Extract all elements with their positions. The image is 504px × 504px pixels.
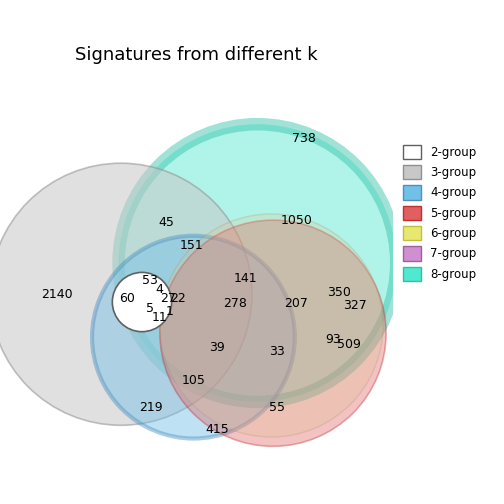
Text: 33: 33 [269,345,285,358]
Text: 1050: 1050 [280,214,312,227]
Text: 207: 207 [284,297,308,310]
Legend: 2-group, 3-group, 4-group, 5-group, 6-group, 7-group, 8-group: 2-group, 3-group, 4-group, 5-group, 6-gr… [403,145,476,281]
Circle shape [118,124,396,402]
Circle shape [112,272,171,332]
Circle shape [160,214,383,437]
Title: Signatures from different k: Signatures from different k [75,46,318,64]
Text: 93: 93 [325,333,341,346]
Text: 27: 27 [160,292,175,305]
Text: 11: 11 [151,311,167,324]
Text: 105: 105 [181,373,205,387]
Text: 151: 151 [179,239,203,253]
Text: 53: 53 [142,274,158,287]
Text: 327: 327 [343,299,367,312]
Text: 55: 55 [269,401,285,414]
Text: 415: 415 [205,423,229,436]
Text: 5: 5 [146,302,154,315]
Circle shape [160,220,386,447]
Text: 509: 509 [337,339,360,351]
Text: 219: 219 [139,401,162,414]
Circle shape [0,163,252,425]
Text: 39: 39 [209,341,225,354]
Text: 141: 141 [234,272,258,285]
Text: 1: 1 [166,305,174,318]
Text: 22: 22 [170,292,185,304]
Circle shape [92,236,295,438]
Text: 4: 4 [155,283,163,296]
Circle shape [160,214,383,437]
Text: 60: 60 [119,292,135,304]
Text: 45: 45 [158,216,174,229]
Text: 278: 278 [224,297,247,310]
Text: 350: 350 [328,286,351,299]
Text: 2140: 2140 [41,288,73,301]
Text: 738: 738 [292,132,316,145]
